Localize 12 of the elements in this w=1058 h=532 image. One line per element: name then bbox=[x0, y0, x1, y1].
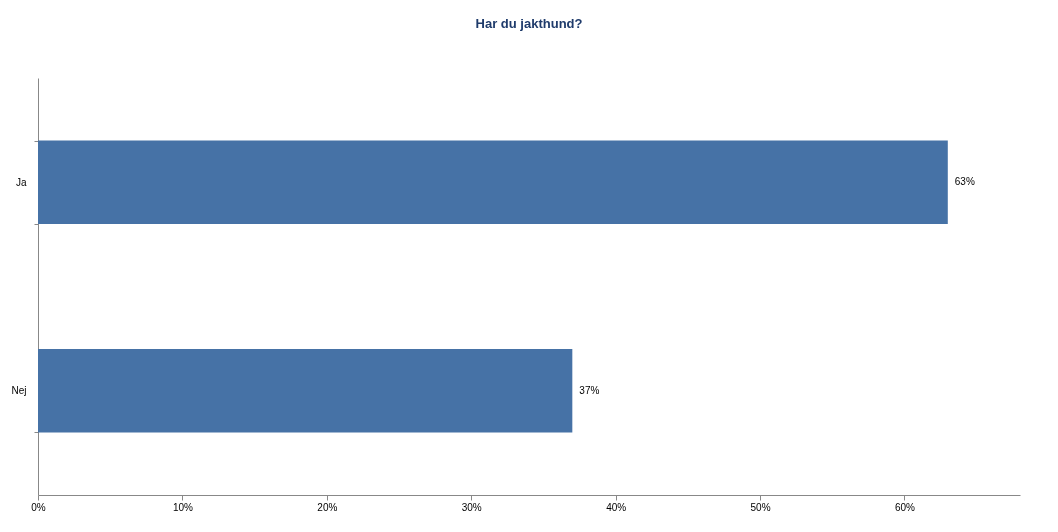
data-label: 63% bbox=[954, 176, 975, 188]
x-tick-label: 60% bbox=[894, 501, 916, 513]
x-tick-label: 40% bbox=[606, 501, 627, 513]
y-tick-label: Nej bbox=[11, 385, 27, 397]
chart-title: Har du jakthund? bbox=[475, 16, 583, 31]
x-tick-label: 50% bbox=[750, 501, 771, 513]
x-tick-label: 20% bbox=[317, 501, 338, 513]
data-label: 37% bbox=[579, 384, 600, 396]
x-tick-label: 30% bbox=[461, 501, 482, 513]
y-tick-label: Ja bbox=[15, 176, 27, 188]
x-tick-label: 0% bbox=[31, 501, 46, 513]
x-tick-label: 10% bbox=[172, 501, 194, 513]
